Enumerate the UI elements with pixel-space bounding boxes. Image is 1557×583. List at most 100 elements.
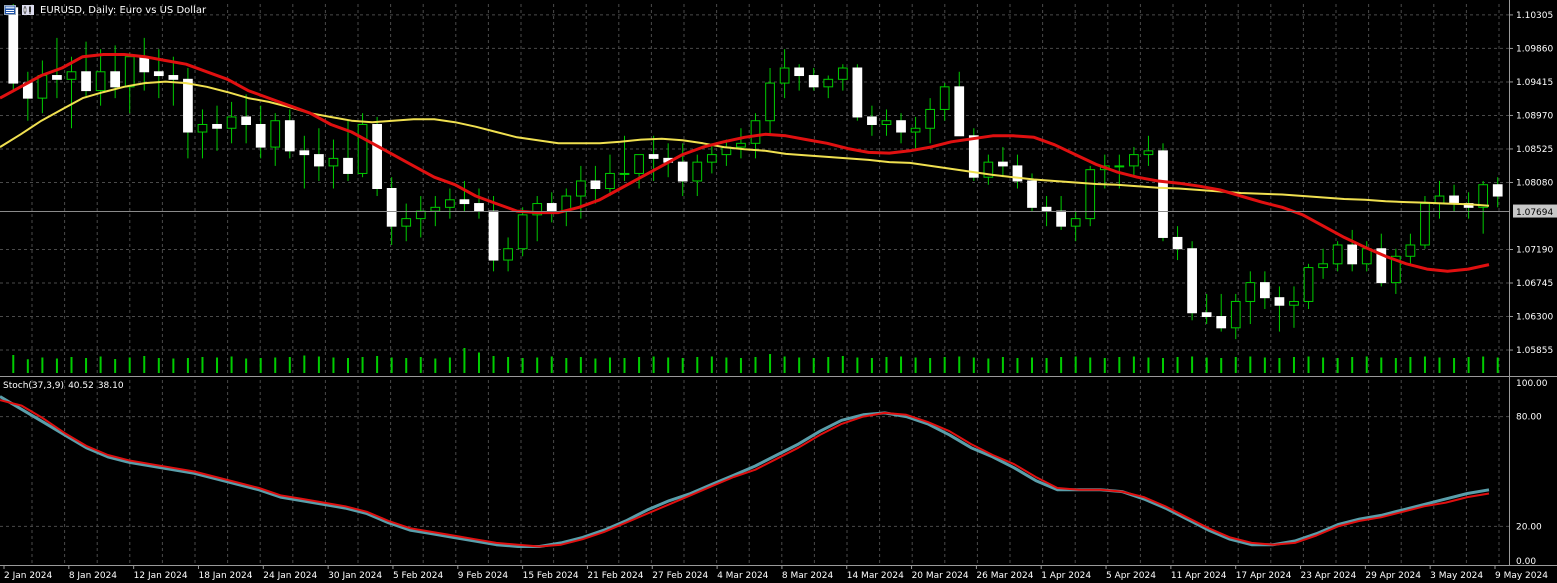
candle: [954, 86, 965, 137]
indicator-header: Stoch(37,3,9) 40.52 38.10: [3, 381, 128, 391]
candle: [270, 120, 281, 148]
candle: [1318, 263, 1328, 269]
time-axis-label: 26 Mar 2024: [976, 571, 1033, 581]
candle: [750, 120, 761, 144]
candle: [1405, 244, 1416, 257]
time-axis-label: 23 Apr 2024: [1301, 571, 1357, 581]
candle: [197, 123, 208, 133]
time-axis-label: 14 Mar 2024: [847, 571, 904, 581]
candle: [1332, 244, 1343, 265]
candle: [648, 154, 659, 159]
candle: [226, 116, 237, 129]
chart-type-icon[interactable]: [22, 5, 34, 15]
time-axis-label: 8 Jan 2024: [69, 571, 117, 581]
time-axis-label: 24 Jan 2024: [263, 571, 317, 581]
candle: [255, 123, 266, 148]
candle: [314, 154, 324, 167]
time-axis-label: 5 Apr 2024: [1106, 571, 1156, 581]
candle: [52, 75, 62, 80]
candle: [328, 157, 339, 167]
candle: [808, 75, 819, 88]
time-axis-label: 30 Jan 2024: [328, 571, 382, 581]
candle: [1158, 150, 1168, 238]
price-axis-label: 1.08970: [1516, 111, 1553, 121]
candle: [95, 71, 106, 92]
price-axis-label: 1.05855: [1516, 346, 1553, 356]
candle: [575, 180, 586, 197]
candle: [925, 108, 936, 129]
indicator-signal-value: 38.10: [97, 381, 124, 391]
candle: [37, 75, 48, 99]
candle: [386, 188, 397, 227]
ma-fast-line: [0, 53, 1490, 273]
candle: [852, 67, 863, 118]
candle: [794, 67, 805, 77]
price-axis-label: 1.09860: [1516, 44, 1553, 54]
price-axis-label: 1.06300: [1516, 313, 1553, 323]
candle: [837, 67, 848, 80]
candle: [168, 75, 179, 80]
candle: [910, 127, 921, 133]
stoch-axis-label: 0.00: [1516, 557, 1536, 567]
stoch-main-line: [0, 395, 1490, 548]
time-axis-label: 9 May 2024: [1495, 571, 1548, 581]
time-axis-label: 15 Feb 2024: [523, 571, 579, 581]
candle: [1303, 267, 1314, 302]
time-axis-label: 17 Apr 2024: [1236, 571, 1292, 581]
candle: [998, 161, 1008, 167]
candle: [110, 71, 121, 88]
candle: [474, 203, 484, 212]
time-axis-label: 29 Apr 2024: [1365, 571, 1421, 581]
candle: [8, 7, 19, 84]
time-axis-label: 12 Jan 2024: [134, 571, 188, 581]
candle: [619, 172, 630, 175]
price-axis-label: 1.08080: [1516, 178, 1553, 188]
price-axis-label: 1.09415: [1516, 78, 1553, 88]
price-axis-label: 1.07190: [1516, 245, 1553, 255]
candle: [1187, 248, 1197, 314]
candle: [1347, 244, 1358, 265]
candle: [124, 56, 135, 88]
candle: [765, 82, 775, 122]
stoch-signal-line: [0, 399, 1490, 548]
candle: [605, 172, 615, 190]
candle: [939, 86, 950, 110]
candle: [1449, 195, 1459, 205]
candle: [1376, 248, 1387, 284]
candle: [1201, 312, 1212, 318]
candle: [66, 71, 77, 80]
candle: [1172, 236, 1183, 250]
candle: [896, 120, 906, 133]
stoch-axis-label: 100.00: [1516, 379, 1548, 389]
candle: [968, 135, 979, 178]
candle: [343, 157, 353, 174]
time-axis-label: 3 May 2024: [1430, 571, 1483, 581]
candle: [1361, 248, 1372, 265]
candle: [517, 214, 528, 250]
indicator-main-value: 40.52: [68, 381, 94, 391]
candle: [1274, 297, 1285, 306]
candle: [1478, 184, 1489, 208]
candle: [532, 203, 543, 216]
time-axis-label: 4 Mar 2024: [717, 571, 769, 581]
time-axis-label: 5 Feb 2024: [393, 571, 444, 581]
time-axis-label: 18 Jan 2024: [198, 571, 252, 581]
candle: [357, 123, 368, 174]
candle: [415, 210, 426, 220]
ma-slow-line: [0, 80, 1490, 207]
candle: [1289, 300, 1299, 306]
candle: [1390, 255, 1401, 284]
stoch-axis-label: 80.00: [1516, 413, 1542, 423]
candle: [153, 71, 164, 77]
chart-header: EURUSD, Daily: Euro vs US Dollar: [4, 3, 206, 17]
candle: [706, 154, 717, 163]
candle: [1070, 218, 1081, 227]
window-icon[interactable]: [4, 5, 16, 15]
candle: [1041, 206, 1052, 212]
candle: [503, 248, 513, 261]
candle: [1143, 150, 1154, 156]
candle: [299, 150, 310, 156]
candle: [401, 218, 412, 227]
